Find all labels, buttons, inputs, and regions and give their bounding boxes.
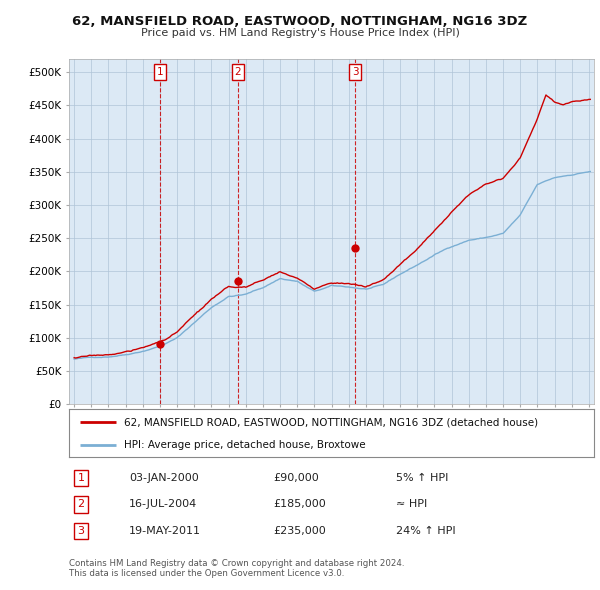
- Text: 19-MAY-2011: 19-MAY-2011: [129, 526, 201, 536]
- Text: Contains HM Land Registry data © Crown copyright and database right 2024.: Contains HM Land Registry data © Crown c…: [69, 559, 404, 568]
- Text: 03-JAN-2000: 03-JAN-2000: [129, 473, 199, 483]
- Text: 2: 2: [77, 500, 85, 509]
- Text: £185,000: £185,000: [273, 500, 326, 509]
- Text: HPI: Average price, detached house, Broxtowe: HPI: Average price, detached house, Brox…: [124, 440, 366, 450]
- Text: This data is licensed under the Open Government Licence v3.0.: This data is licensed under the Open Gov…: [69, 569, 344, 578]
- Text: 2: 2: [235, 67, 241, 77]
- Text: 24% ↑ HPI: 24% ↑ HPI: [396, 526, 455, 536]
- Text: 62, MANSFIELD ROAD, EASTWOOD, NOTTINGHAM, NG16 3DZ (detached house): 62, MANSFIELD ROAD, EASTWOOD, NOTTINGHAM…: [124, 417, 538, 427]
- Text: 62, MANSFIELD ROAD, EASTWOOD, NOTTINGHAM, NG16 3DZ: 62, MANSFIELD ROAD, EASTWOOD, NOTTINGHAM…: [73, 15, 527, 28]
- Text: 16-JUL-2004: 16-JUL-2004: [129, 500, 197, 509]
- Text: 3: 3: [77, 526, 85, 536]
- Text: £235,000: £235,000: [273, 526, 326, 536]
- Text: 1: 1: [77, 473, 85, 483]
- Text: 5% ↑ HPI: 5% ↑ HPI: [396, 473, 448, 483]
- Text: ≈ HPI: ≈ HPI: [396, 500, 427, 509]
- Text: £90,000: £90,000: [273, 473, 319, 483]
- Text: 3: 3: [352, 67, 358, 77]
- Text: Price paid vs. HM Land Registry's House Price Index (HPI): Price paid vs. HM Land Registry's House …: [140, 28, 460, 38]
- Text: 1: 1: [157, 67, 163, 77]
